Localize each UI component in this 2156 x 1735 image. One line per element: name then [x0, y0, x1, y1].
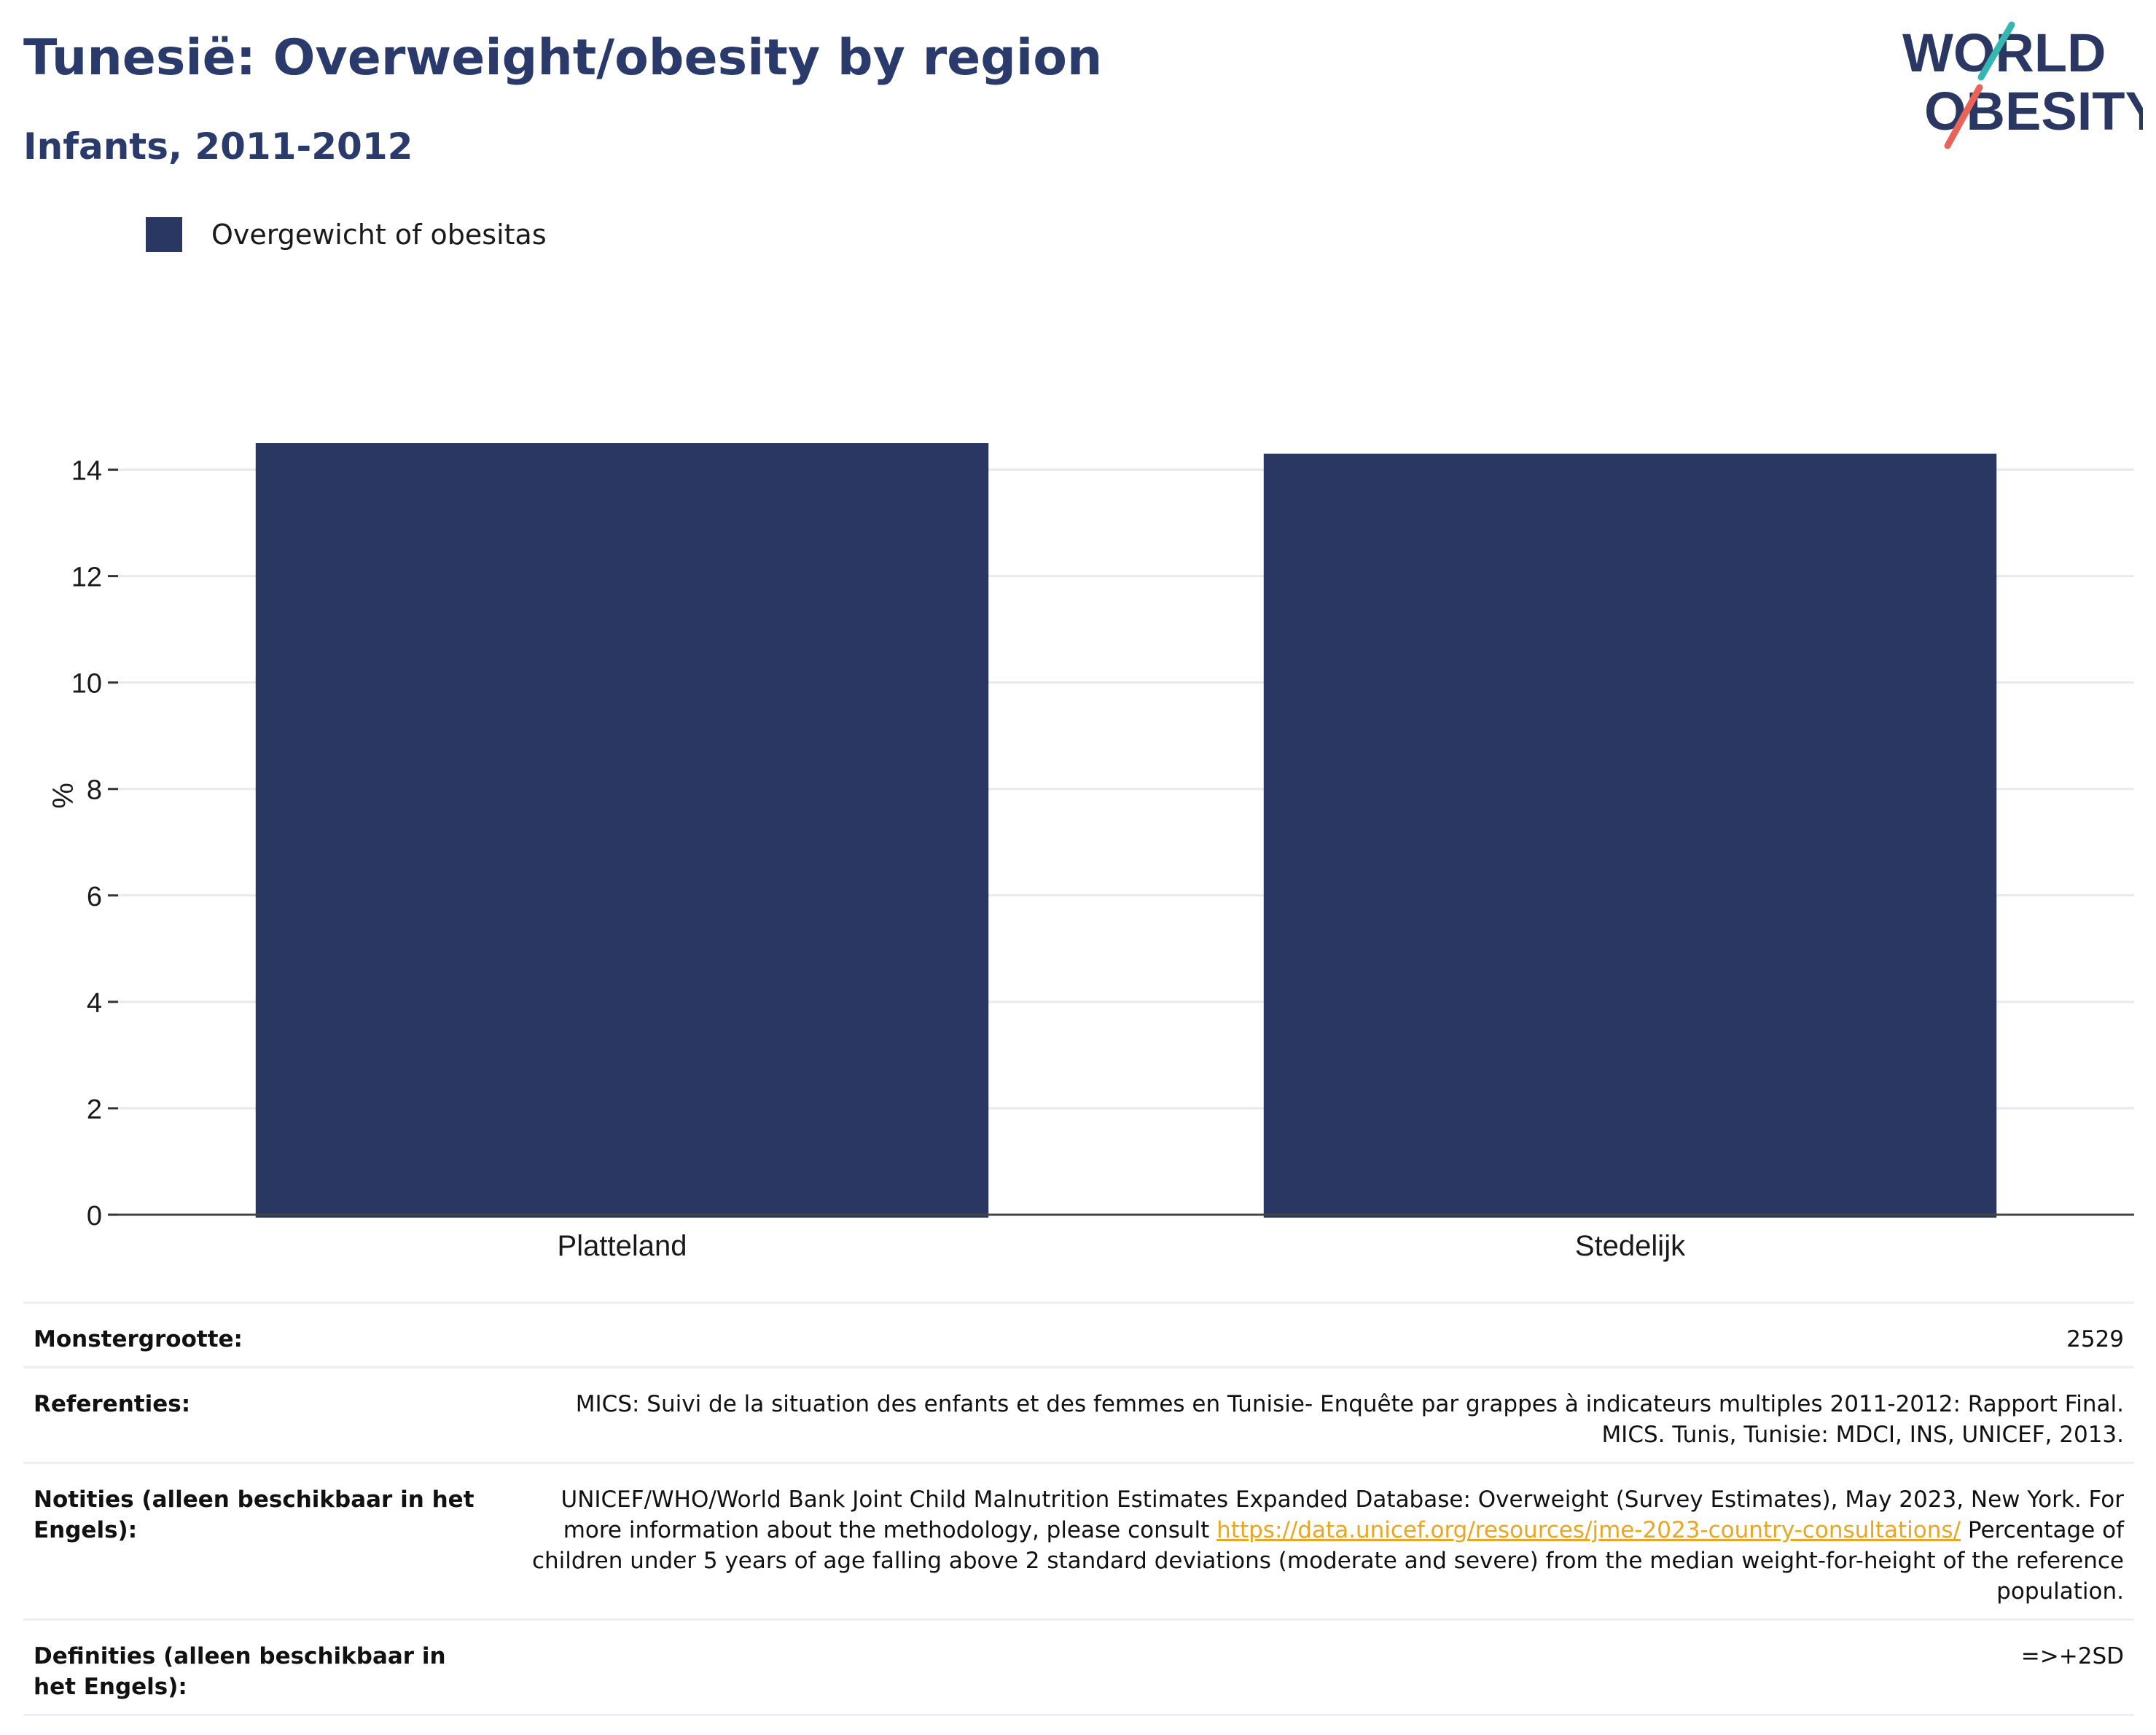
x-tick-label: Platteland — [558, 1230, 687, 1262]
chart-legend: Overgewicht of obesitas — [146, 217, 547, 252]
notes-text-after: Percentage of children under 5 years of … — [531, 1517, 2124, 1605]
world-obesity-logo: WORLD OBESITY — [1902, 21, 2143, 149]
notes-value: UNICEF/WHO/World Bank Joint Child Malnut… — [520, 1484, 2124, 1607]
y-tick-label: 4 — [87, 988, 102, 1019]
page-subtitle: Infants, 2011-2012 — [23, 125, 413, 168]
y-axis-label: % — [46, 783, 78, 809]
axes: 0 2 4 6 8 10 12 14 Platteland Stedelijk — [71, 456, 2134, 1262]
y-tick-label: 0 — [87, 1201, 102, 1231]
info-row-sample-size: Monstergrootte: 2529 — [23, 1301, 2134, 1366]
bars — [255, 443, 1997, 1218]
info-table: Monstergrootte: 2529 Referenties: MICS: … — [23, 1301, 2134, 1716]
y-tick-label: 14 — [71, 456, 102, 487]
page-title: Tunesië: Overweight/obesity by region — [23, 29, 1103, 87]
bar-chart: 0 2 4 6 8 10 12 14 Platteland Stedelijk % — [46, 443, 2134, 1262]
x-tick-label: Stedelijk — [1575, 1230, 1686, 1262]
sample-size-value: 2529 — [2066, 1326, 2124, 1352]
legend-swatch — [146, 217, 182, 252]
y-tick-label: 6 — [87, 882, 102, 912]
y-tick-label: 8 — [87, 775, 102, 806]
definitions-label: Definities (alleen beschikbaar in het En… — [34, 1643, 446, 1700]
y-tick-label: 10 — [71, 669, 102, 700]
notes-link[interactable]: https://data.unicef.org/resources/jme-20… — [1216, 1517, 1961, 1543]
logo-line2: OBESITY — [1924, 81, 2143, 141]
bar-stedelijk — [1263, 453, 1997, 1218]
notes-text-before: UNICEF/WHO/World Bank Joint Child Malnut… — [561, 1487, 2125, 1543]
references-label: Referenties: — [34, 1391, 191, 1417]
logo-slash-top — [1977, 21, 2015, 81]
references-value: MICS: Suivi de la situation des enfants … — [575, 1391, 2124, 1448]
definitions-value: =>+2SD — [2020, 1643, 2124, 1669]
info-row-definitions: Definities (alleen beschikbaar in het En… — [23, 1618, 2134, 1716]
logo-slash-bottom — [1944, 84, 1983, 149]
y-tick-label: 2 — [87, 1094, 102, 1125]
info-row-references: Referenties: MICS: Suivi de la situation… — [23, 1366, 2134, 1462]
legend-label: Overgewicht of obesitas — [211, 219, 547, 251]
sample-size-label: Monstergrootte: — [34, 1326, 243, 1352]
notes-label: Notities (alleen beschikbaar in het Enge… — [34, 1487, 474, 1543]
bar-platteland — [255, 443, 989, 1218]
info-row-notes: Notities (alleen beschikbaar in het Enge… — [23, 1462, 2134, 1618]
y-tick-label: 12 — [71, 563, 102, 593]
